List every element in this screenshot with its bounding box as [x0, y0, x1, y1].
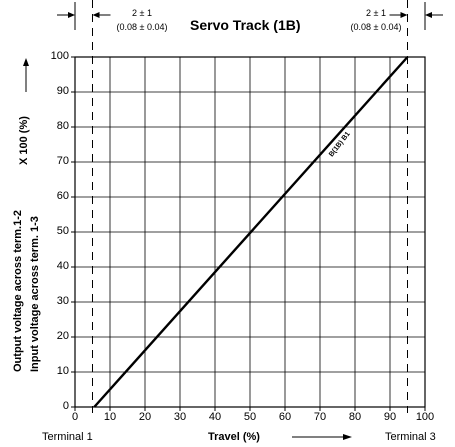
y-tick-label-90: 90: [56, 85, 69, 97]
right-dimension-bottom: (0.08 ± 0.04): [350, 22, 402, 32]
y-axis-label-line2: Input voltage across term. 1-3: [29, 216, 41, 372]
y-tick-label-0: 0: [62, 400, 69, 412]
y-tick-label-20: 20: [56, 330, 69, 342]
y-tick-label-50: 50: [56, 225, 69, 237]
x-tick-label-0: 0: [71, 411, 79, 423]
x-tick-label-10: 10: [103, 411, 117, 423]
terminal-3-label: Terminal 3: [385, 431, 436, 443]
y-tick-label-80: 80: [56, 120, 69, 132]
x-tick-label-60: 60: [278, 411, 292, 423]
x-tick-label-80: 80: [348, 411, 362, 423]
dimension-markers: [57, 2, 443, 30]
ylabel-arrowhead: [23, 58, 29, 66]
y-tick-label-70: 70: [56, 155, 69, 167]
dimension-left-arrowhead-inner: [92, 12, 100, 18]
right-dimension-top: 2 ± 1: [366, 8, 386, 18]
y-tick-label-10: 10: [56, 365, 69, 377]
left-dimension-bottom: (0.08 ± 0.04): [116, 22, 168, 32]
terminal-1-label: Terminal 1: [42, 431, 93, 443]
x-tick-label-20: 20: [138, 411, 152, 423]
y-axis-label-line1: Output voltage across term.1-2: [12, 210, 24, 372]
chart-title: Servo Track (1B): [190, 17, 301, 33]
arrows: [23, 58, 352, 440]
y-tick-label-40: 40: [56, 260, 69, 272]
dimension-right-arrowhead-inner: [400, 12, 408, 18]
x-tick-label-90: 90: [383, 411, 397, 423]
left-dimension-top: 2 ± 1: [132, 8, 152, 18]
y-axis-label-factor: X 100 (%): [18, 116, 30, 165]
x-tick-label-100: 100: [415, 411, 435, 423]
dimension-left-arrowhead-outer: [68, 12, 75, 18]
tick-marks: [71, 56, 426, 411]
dimension-right-arrowhead-outer: [425, 12, 432, 18]
xlabel-arrowhead: [343, 434, 352, 440]
x-tick-label-30: 30: [173, 411, 187, 423]
x-tick-label-40: 40: [208, 411, 222, 423]
x-axis-label: Travel (%): [208, 431, 260, 443]
y-tick-label-100: 100: [50, 50, 69, 62]
series-line: [93, 56, 409, 408]
y-tick-label-60: 60: [56, 190, 69, 202]
x-tick-label-50: 50: [243, 411, 257, 423]
y-tick-label-30: 30: [56, 295, 69, 307]
x-tick-label-70: 70: [313, 411, 327, 423]
